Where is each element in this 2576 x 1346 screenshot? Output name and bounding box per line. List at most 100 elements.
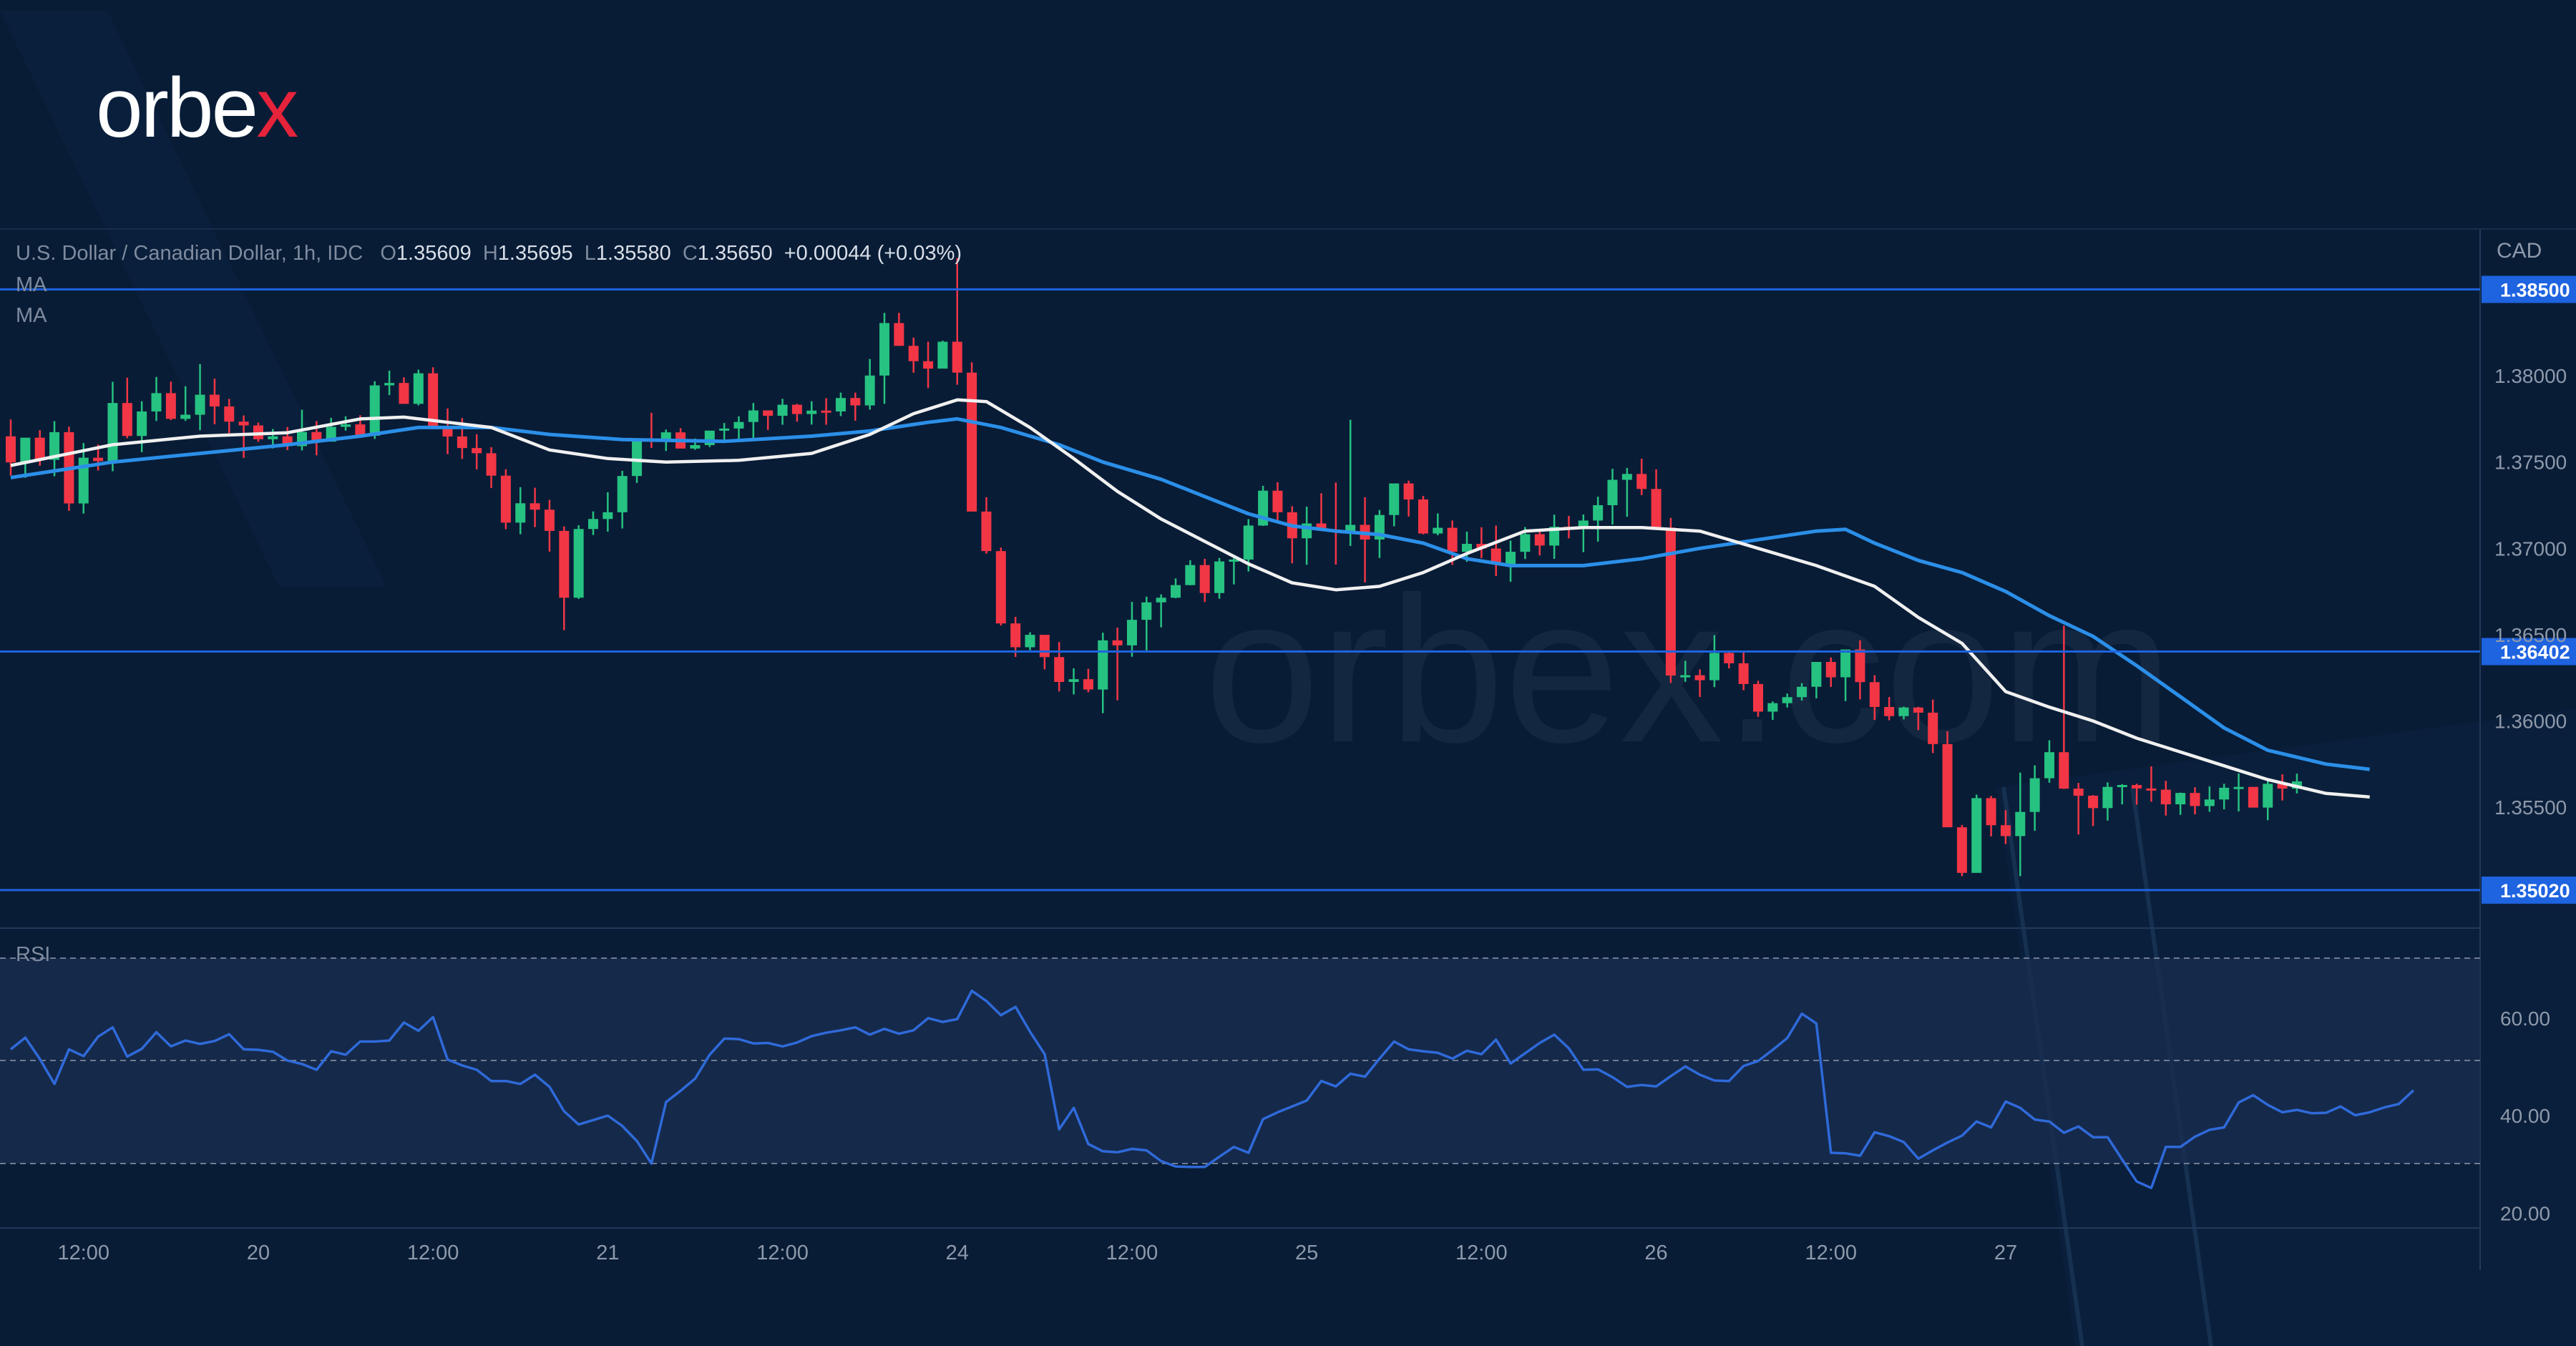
candle-body <box>49 431 60 460</box>
candle-body <box>1942 743 1953 828</box>
candle-body <box>544 509 555 531</box>
candle-body <box>1724 653 1735 663</box>
candle-body <box>967 372 977 512</box>
logo-text: orbe <box>96 61 258 155</box>
currency-label: CAD <box>2497 239 2542 263</box>
open-value: 1.35609 <box>396 242 472 265</box>
candle-body <box>573 529 584 598</box>
candle-body <box>1403 483 1414 500</box>
candle-body <box>981 511 992 552</box>
candle-body <box>995 551 1006 624</box>
candle-body <box>224 406 235 422</box>
candle-body <box>209 394 220 406</box>
symbol-name: U.S. Dollar / Canadian Dollar, 1h, IDC <box>16 242 364 265</box>
candle-body <box>238 421 249 426</box>
candle-body <box>2175 793 2186 805</box>
candle-body <box>1884 706 1895 716</box>
candle-body <box>2015 811 2026 837</box>
high-label: H <box>482 242 498 265</box>
time-tick-label: 27 <box>1994 1242 2017 1264</box>
candle-body <box>1607 479 1618 505</box>
candle-body <box>1083 679 1093 690</box>
candle-body <box>2204 799 2215 806</box>
candle-body <box>1214 561 1225 593</box>
candle-body <box>1767 703 1778 712</box>
candle-body <box>399 383 409 404</box>
time-tick-label: 12:00 <box>1106 1242 1158 1264</box>
candle-body <box>1243 525 1254 560</box>
candle-body <box>1636 474 1647 489</box>
candle-body <box>1418 499 1428 534</box>
rsi-series <box>9 989 2414 1189</box>
candle-body <box>341 424 351 427</box>
candle-body <box>1433 527 1443 534</box>
candle-body <box>78 457 89 504</box>
low-value: 1.35580 <box>595 242 671 265</box>
rsi-line <box>9 989 2414 1189</box>
candle-body <box>660 432 671 441</box>
horizontal-levels: 1.38500 1.36402 1.35020 <box>0 275 2576 904</box>
level-label-bg <box>2482 638 2576 665</box>
candle-body <box>107 403 118 462</box>
candle-body <box>748 410 758 422</box>
time-tick-label: 25 <box>1295 1242 1318 1264</box>
ma2-label: MA <box>16 304 47 327</box>
time-tick-label: 26 <box>1644 1242 1667 1264</box>
price-tick-label: 1.35500 <box>2494 796 2567 819</box>
time-tick-label: 12:00 <box>407 1242 459 1264</box>
candle-body <box>602 512 613 520</box>
candle-body <box>20 437 31 463</box>
level-label: 1.38500 <box>2500 279 2570 301</box>
close-label: C <box>682 242 698 265</box>
candle-body <box>515 503 526 523</box>
candle-body <box>1709 653 1719 681</box>
rsi-tick-label: 40.00 <box>2500 1105 2550 1127</box>
candle-body <box>1039 635 1050 658</box>
candle-body <box>1549 527 1560 546</box>
candle-body <box>791 404 802 414</box>
candle-body <box>1345 525 1356 532</box>
candle-body <box>879 323 889 376</box>
candle-body <box>500 475 511 523</box>
candle-body <box>1534 534 1545 546</box>
candle-body <box>1491 548 1501 565</box>
candle-body <box>2044 752 2054 779</box>
time-tick-label: 21 <box>596 1242 619 1264</box>
candle-body <box>1141 602 1152 620</box>
candle-body <box>165 393 176 419</box>
time-tick-label: 24 <box>946 1242 969 1264</box>
price-axis: 1.38000 1.37500 1.37000 1.36500 1.36000 1.355… <box>2494 365 2567 819</box>
candle-body <box>1898 707 1909 716</box>
candle-body <box>355 424 366 436</box>
candle-body <box>1185 565 1196 585</box>
candle-body <box>1199 565 1210 593</box>
change-value: +0.00044 (+0.03%) <box>784 242 962 265</box>
candle-body <box>1126 620 1137 645</box>
candle-body <box>763 410 774 416</box>
candle-body <box>1025 635 1035 648</box>
candle-body <box>1869 682 1880 707</box>
candle-body <box>180 414 191 419</box>
candle-body <box>2160 789 2171 805</box>
candle-body <box>937 341 948 369</box>
candle-body <box>1506 552 1516 565</box>
candle-body <box>894 323 904 346</box>
candle-body <box>835 398 846 411</box>
price-tick-label: 1.37000 <box>2494 537 2567 560</box>
price-tick-label: 1.36000 <box>2494 711 2567 733</box>
candle-body <box>1797 686 1807 698</box>
orbex-logo: orbex <box>96 66 298 150</box>
candle-body <box>1156 598 1166 603</box>
symbol-legend: U.S. Dollar / Canadian Dollar, 1h, IDC O… <box>16 242 962 265</box>
time-tick-label: 12:00 <box>1805 1242 1857 1264</box>
candle-body <box>2248 786 2258 808</box>
candle-body <box>268 436 278 439</box>
candle-body <box>821 410 831 413</box>
candle-body <box>1389 483 1400 515</box>
candle-body <box>195 394 205 415</box>
candle-body <box>1825 662 1836 678</box>
candle-body <box>428 373 439 427</box>
candle-body <box>617 476 628 512</box>
candle-body <box>1098 640 1108 690</box>
candle-body <box>1010 623 1021 648</box>
